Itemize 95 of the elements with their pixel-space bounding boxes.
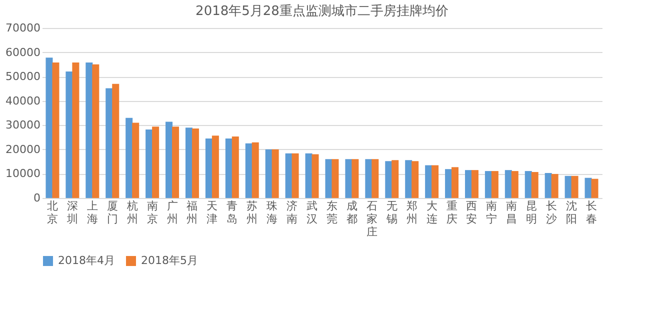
bar <box>345 159 352 198</box>
y-tick-label: 40000 <box>6 94 40 108</box>
bar <box>524 171 532 198</box>
x-tick-label: 长沙 <box>546 200 558 226</box>
x-tick-label: 珠海 <box>266 200 278 226</box>
bar <box>325 159 332 198</box>
bar <box>312 154 319 198</box>
x-tick-label: 上海 <box>86 200 98 226</box>
bar <box>471 170 478 198</box>
bar <box>405 160 412 198</box>
y-tick-label: 0 <box>34 192 40 204</box>
bar <box>66 71 73 198</box>
x-tick-label: 石家庄 <box>366 200 378 238</box>
x-tick-label: 杭州 <box>126 200 138 226</box>
bar <box>551 174 558 198</box>
bar <box>225 138 232 198</box>
bar <box>126 118 133 198</box>
bar <box>484 171 492 198</box>
bar <box>504 170 512 198</box>
bar <box>72 62 80 198</box>
bar <box>232 136 239 198</box>
x-tick-label: 无锡 <box>385 200 398 226</box>
bar <box>352 159 359 198</box>
y-tick-label: 50000 <box>6 70 40 84</box>
y-tick-label: 20000 <box>6 142 40 156</box>
x-tick-label: 南宁 <box>486 200 498 226</box>
x-tick-label: 济南 <box>286 200 298 226</box>
bar <box>392 160 399 198</box>
x-tick-label: 厦门 <box>106 200 118 226</box>
x-tick-label: 西安 <box>466 200 478 226</box>
legend-label: 2018年4月 <box>58 254 115 267</box>
bar <box>591 178 598 198</box>
x-tick-label: 沈阳 <box>566 200 578 226</box>
bar <box>86 62 93 198</box>
x-tick-label: 北京 <box>46 200 58 226</box>
x-tick-label: 广州 <box>166 200 178 226</box>
bar <box>531 172 538 198</box>
bar <box>192 128 199 198</box>
bar <box>564 176 572 198</box>
bar <box>292 153 299 198</box>
bar <box>571 176 578 198</box>
bar <box>464 170 472 198</box>
x-tick-label: 成都 <box>346 200 358 226</box>
bar <box>46 58 53 198</box>
bar <box>132 122 140 198</box>
bar <box>452 167 459 198</box>
bar <box>412 161 419 198</box>
x-tick-label: 南京 <box>146 200 158 226</box>
bar <box>432 165 439 198</box>
bar <box>205 138 212 198</box>
x-tick-label: 东莞 <box>326 200 338 226</box>
bar <box>365 159 372 198</box>
bar <box>584 178 592 198</box>
bar <box>332 159 339 198</box>
x-tick-label: 南昌 <box>506 200 518 226</box>
bar <box>445 169 452 198</box>
bar <box>245 143 252 198</box>
y-tick-label: 70000 <box>6 22 40 34</box>
bar <box>146 130 153 198</box>
bar <box>372 159 379 198</box>
y-tick-label: 10000 <box>6 167 40 180</box>
y-tick-label: 60000 <box>6 46 40 59</box>
x-tick-label: 郑州 <box>406 200 418 226</box>
x-tick-label: 福州 <box>186 200 198 226</box>
bar <box>285 153 292 198</box>
bar <box>511 171 518 198</box>
bar <box>272 149 279 198</box>
bar <box>166 122 173 198</box>
x-tick-label: 重庆 <box>446 200 458 226</box>
x-tick-label: 昆明 <box>526 200 538 226</box>
y-tick-label: 30000 <box>6 118 40 132</box>
legend-label: 2018年5月 <box>141 254 198 267</box>
x-tick-label: 深圳 <box>66 200 78 226</box>
bar <box>252 142 259 198</box>
bar <box>385 161 392 198</box>
bar <box>544 172 552 198</box>
bar <box>305 153 312 198</box>
x-tick-label: 青岛 <box>226 200 238 226</box>
bar <box>92 64 100 198</box>
x-tick-label: 武汉 <box>306 200 318 226</box>
bar <box>425 165 432 198</box>
x-tick-label: 天津 <box>206 200 218 226</box>
chart-title: 2018年5月28重点监测城市二手房挂牌均价 <box>196 3 448 19</box>
x-tick-label: 苏州 <box>246 200 258 226</box>
x-tick-label: 大连 <box>426 200 438 226</box>
bar <box>265 149 272 198</box>
bar <box>112 84 120 198</box>
bar <box>491 171 498 198</box>
bar <box>212 136 219 198</box>
bar <box>52 62 60 198</box>
bar <box>185 128 192 198</box>
x-tick-label: 长春 <box>586 200 598 226</box>
bar <box>172 126 180 198</box>
bar <box>106 88 113 198</box>
bar <box>152 126 160 198</box>
